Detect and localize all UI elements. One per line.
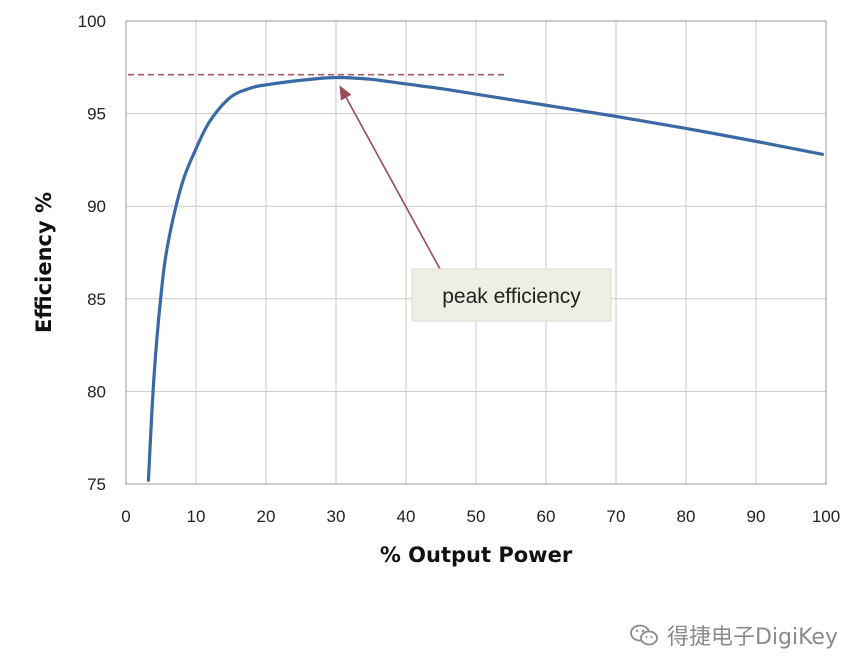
y-tick-labels: 75 80 85 90 95 100 [78,12,106,494]
x-tick-label: 90 [747,507,766,526]
y-tick-label: 75 [87,475,106,494]
x-tick-label: 60 [537,507,556,526]
wechat-icon [630,624,658,646]
x-tick-label: 70 [607,507,626,526]
arrow-shaft [345,97,441,270]
x-tick-label: 0 [121,507,130,526]
y-tick-label: 90 [87,197,106,216]
y-axis-title: Efficiency % [32,192,56,333]
x-tick-label: 10 [187,507,206,526]
plot-area [125,20,827,485]
efficiency-curve [146,75,825,482]
y-tick-label: 95 [87,105,106,124]
x-tick-label: 20 [257,507,276,526]
y-tick-label: 80 [87,382,106,401]
y-tick-label: 85 [87,290,106,309]
annotation-box [411,268,612,322]
annotation-label: peak efficiency [442,285,581,308]
arrow-head [339,85,352,101]
x-tick-label: 80 [677,507,696,526]
peak-arrow [339,85,441,270]
watermark: 得捷电子DigiKey [629,619,838,651]
grid-lines [125,20,827,485]
x-tick-label: 30 [327,507,346,526]
x-tick-labels: 0 10 20 30 40 50 60 70 80 90 100 [121,507,840,526]
annotation-callout: peak efficiency [411,268,612,322]
x-tick-label: 40 [397,507,416,526]
x-tick-label: 50 [467,507,486,526]
y-tick-label: 100 [78,12,106,31]
x-axis-title: % Output Power [380,543,573,567]
x-tick-label: 100 [812,507,840,526]
watermark-text: 得捷电子DigiKey [666,625,838,650]
